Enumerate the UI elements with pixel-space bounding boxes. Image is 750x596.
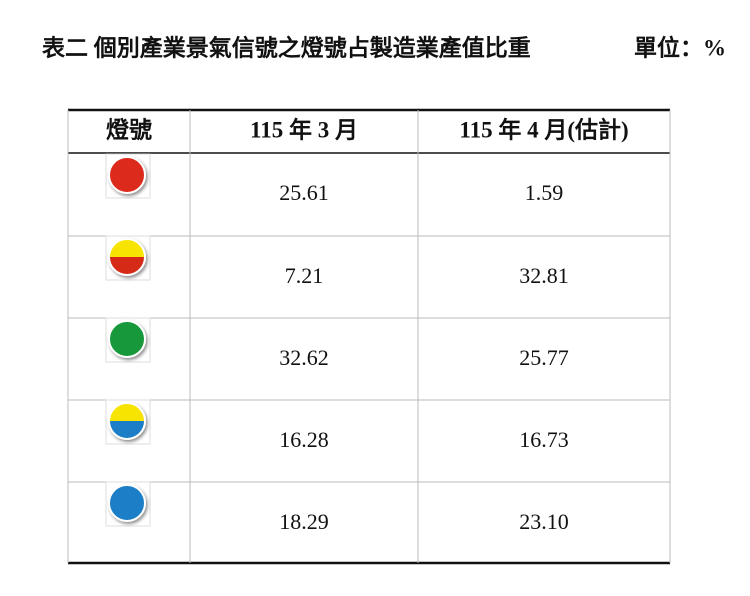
cell: 32.81	[519, 263, 569, 288]
signal-icons	[105, 153, 151, 527]
cell: 32.62	[279, 345, 329, 370]
header-cell: 燈號	[106, 117, 152, 142]
header-cell: 115 年 3 月	[250, 116, 358, 142]
title: 表二 個別產業景氣信號之燈號占製造業產值比重	[42, 34, 531, 60]
cell: 23.10	[519, 509, 569, 534]
unit: 單位：%	[634, 34, 726, 60]
cell: 7.21	[285, 263, 324, 288]
table: 燈號 115 年 3 月 115 年 4 月(估計)	[67, 108, 671, 565]
cell: 1.59	[525, 180, 564, 205]
cell: 25.77	[519, 345, 569, 370]
cell: 16.28	[279, 427, 329, 452]
cell: 18.29	[279, 509, 329, 534]
cell: 25.61	[279, 180, 329, 205]
grid	[67, 110, 671, 563]
header-cell: 115 年 4 月(估計)	[459, 116, 628, 142]
cell: 16.73	[519, 427, 569, 452]
